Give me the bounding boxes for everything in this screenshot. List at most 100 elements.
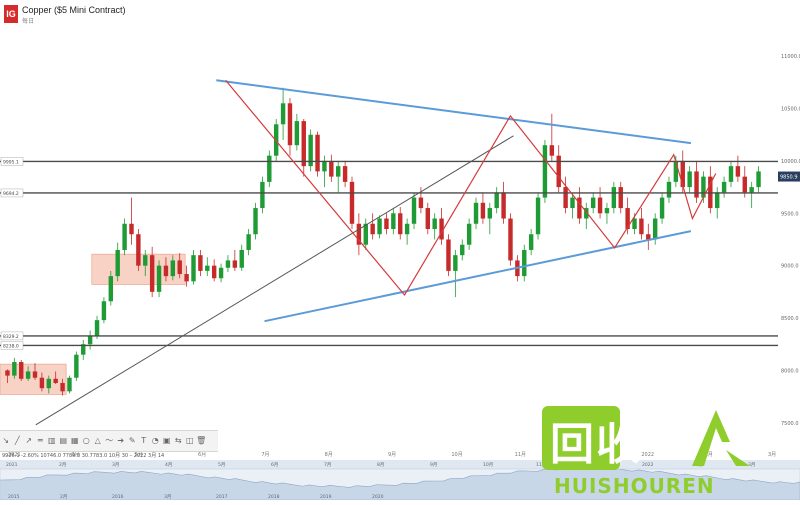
path-icon[interactable]: 〜 <box>105 436 114 445</box>
candle-body <box>632 218 637 229</box>
navigator-top-label: 2022 <box>642 462 654 468</box>
candle-body <box>666 181 672 198</box>
range-navigator[interactable]: 20212月3月4月5月6月7月8月9月10月11月12月20222月3月201… <box>0 460 800 501</box>
candle-body <box>404 223 410 235</box>
candle-body <box>398 213 403 235</box>
ray-icon[interactable]: ↗ <box>25 436 33 445</box>
candle-body <box>384 218 389 229</box>
candle-body <box>5 370 10 376</box>
candle-body <box>756 171 761 188</box>
candle-body <box>418 197 424 209</box>
navigator-series <box>0 467 800 501</box>
navigator-top-label: 4月 <box>165 462 172 468</box>
candle-body <box>473 202 479 224</box>
navigator-top-label: 9月 <box>430 462 437 468</box>
rect-icon[interactable]: ▦ <box>70 436 79 445</box>
x-tick-label: 2022 <box>641 452 654 458</box>
candle-body <box>287 103 293 146</box>
candle-body <box>129 223 134 235</box>
candle-body <box>508 218 513 261</box>
line-icon[interactable]: ╱ <box>14 436 20 445</box>
candle-body <box>74 354 79 378</box>
candle-body <box>294 121 300 146</box>
candle-body <box>329 160 334 177</box>
candle-body <box>101 301 107 321</box>
candle-body <box>19 362 24 379</box>
candle-body <box>391 213 396 229</box>
brush-icon[interactable]: ✎ <box>128 436 136 445</box>
triangle-icon[interactable]: △ <box>94 436 101 445</box>
arrow-icon[interactable]: ➔ <box>117 436 125 445</box>
candle-body <box>570 197 575 209</box>
ellipse-icon[interactable]: ○ <box>82 436 90 445</box>
level-label: 9995.1 <box>3 159 19 165</box>
callout-icon[interactable]: ◔ <box>151 436 159 445</box>
candle-body <box>494 192 499 209</box>
candle-body <box>439 218 444 240</box>
candle-body <box>122 223 127 250</box>
candle-body <box>535 197 541 235</box>
navigator-top-label: 6月 <box>271 462 278 468</box>
current-price-badge <box>778 171 800 182</box>
y-tick-label: 9000.0 <box>781 264 799 270</box>
candle-body <box>659 197 665 219</box>
candle-body <box>115 249 120 277</box>
candle-body <box>501 192 506 219</box>
x-tick-label: 3月 <box>71 452 79 458</box>
candle-body <box>460 244 465 256</box>
candle-body <box>556 155 561 188</box>
y-tick-label: 8500.0 <box>781 316 799 322</box>
candle-body <box>46 378 51 389</box>
candle-body <box>267 155 272 182</box>
navigator-top-label: 10月 <box>483 462 493 468</box>
x-tick-label: 5月 <box>135 452 143 458</box>
navigator-top-label: 2021 <box>6 462 18 468</box>
candle-body <box>315 134 320 172</box>
y-tick-label: 11000.0 <box>781 54 800 60</box>
candle-body <box>81 344 86 355</box>
level-label-box <box>0 157 24 166</box>
candle-body <box>742 176 747 193</box>
candle-body <box>253 208 258 235</box>
candle-body <box>67 377 72 392</box>
candle-body <box>342 166 348 182</box>
trash-icon[interactable]: 🗑 <box>196 436 207 445</box>
navigator-bottom-label: 2016 <box>112 494 124 500</box>
candle-body <box>156 265 162 292</box>
candle-body <box>487 208 493 219</box>
candle-body <box>480 202 486 219</box>
candle-body <box>143 255 148 266</box>
note-icon[interactable]: ▣ <box>162 436 171 445</box>
channel-icon[interactable]: ▥ <box>47 436 56 445</box>
x-tick-label: 7月 <box>261 452 269 458</box>
hline-icon[interactable]: ═ <box>37 436 43 445</box>
navigator-bottom-label: 2020 <box>372 494 384 500</box>
candle-body <box>687 171 692 188</box>
candle-body <box>646 234 651 240</box>
navigator-bottom-label: 2019 <box>320 494 332 500</box>
candle-body <box>446 239 451 271</box>
navigator-bottom-label: 2015 <box>8 494 20 500</box>
level-label-box <box>0 331 24 341</box>
x-tick-label: 6月 <box>198 452 206 458</box>
y-tick-label: 9500.0 <box>781 211 799 217</box>
measure-icon[interactable]: ◫ <box>185 436 194 445</box>
navigator-top-label: 5月 <box>218 462 225 468</box>
candle-body <box>370 223 375 235</box>
candle-body <box>522 249 527 277</box>
navigator-bottom-label: 3月 <box>164 494 171 500</box>
candle-body <box>225 260 231 268</box>
navigator-top-label: 3月 <box>112 462 119 468</box>
navigator-bottom-label: 2018 <box>268 494 280 500</box>
ruler-icon[interactable]: ⇆ <box>174 436 182 445</box>
candle-body <box>149 255 155 292</box>
candle-body <box>273 124 279 156</box>
text-icon[interactable]: T <box>141 436 147 445</box>
navigator-top-label: 2月 <box>59 462 66 468</box>
fib-icon[interactable]: ▤ <box>59 436 68 445</box>
candle-body <box>618 187 623 209</box>
candle-body <box>735 166 741 177</box>
chart-header: IG Copper ($5 Mini Contract) 每日 <box>0 0 800 28</box>
cursor-icon[interactable]: ↘ <box>2 436 10 445</box>
